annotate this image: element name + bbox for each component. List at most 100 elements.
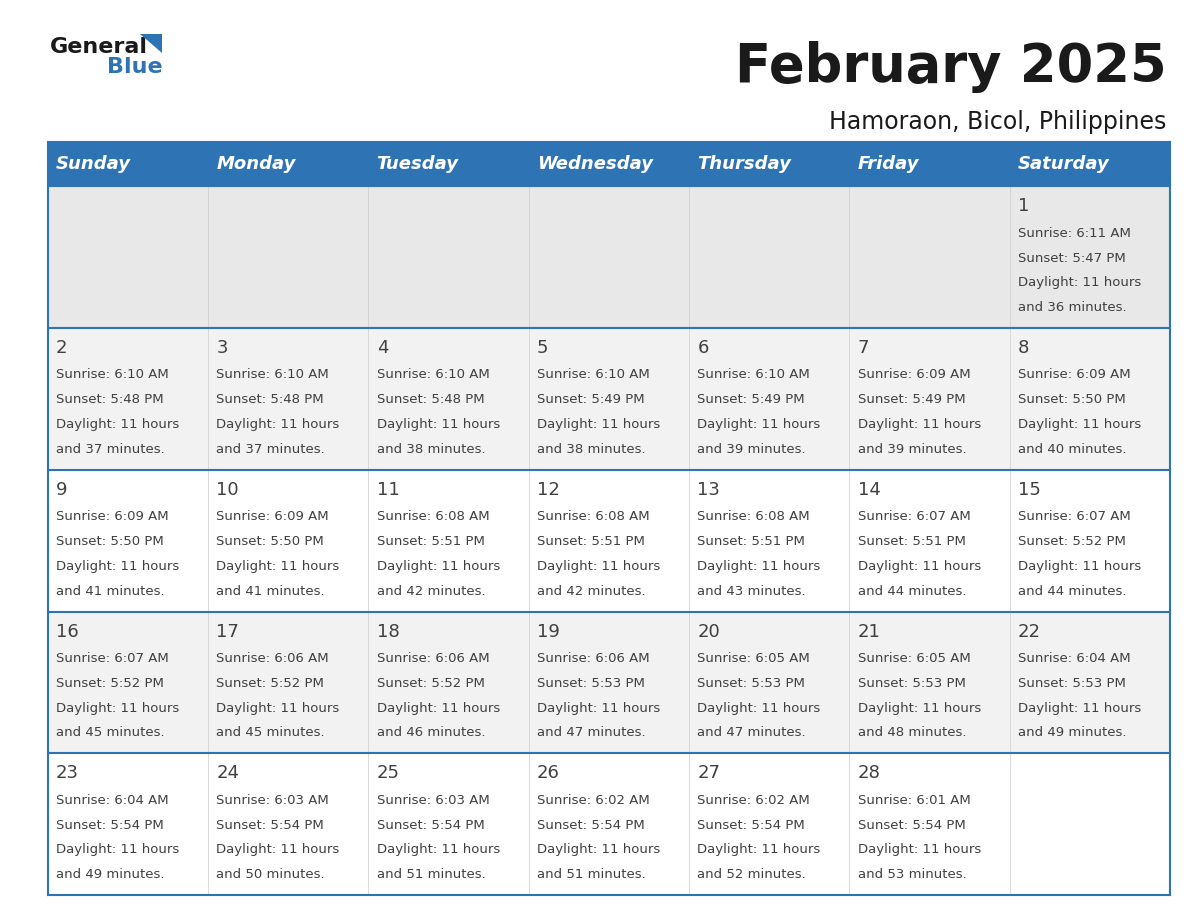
Text: 13: 13 bbox=[697, 481, 720, 498]
Text: and 44 minutes.: and 44 minutes. bbox=[858, 585, 966, 598]
Text: Sunday: Sunday bbox=[56, 155, 131, 174]
Text: February 2025: February 2025 bbox=[735, 41, 1167, 94]
Text: Sunrise: 6:02 AM: Sunrise: 6:02 AM bbox=[697, 794, 810, 807]
Text: Sunset: 5:53 PM: Sunset: 5:53 PM bbox=[697, 677, 805, 689]
Text: Sunrise: 6:03 AM: Sunrise: 6:03 AM bbox=[216, 794, 329, 807]
Text: Sunrise: 6:11 AM: Sunrise: 6:11 AM bbox=[1018, 227, 1131, 240]
Text: 8: 8 bbox=[1018, 339, 1030, 357]
Bar bbox=[48, 754, 208, 895]
Text: Sunset: 5:48 PM: Sunset: 5:48 PM bbox=[377, 393, 485, 407]
Text: Sunrise: 6:01 AM: Sunrise: 6:01 AM bbox=[858, 794, 971, 807]
Text: and 50 minutes.: and 50 minutes. bbox=[216, 868, 324, 881]
Text: and 38 minutes.: and 38 minutes. bbox=[377, 442, 485, 456]
Bar bbox=[48, 186, 208, 328]
Text: Daylight: 11 hours: Daylight: 11 hours bbox=[377, 560, 500, 573]
Bar bbox=[1010, 328, 1170, 470]
Text: Hamoraon, Bicol, Philippines: Hamoraon, Bicol, Philippines bbox=[829, 110, 1167, 134]
Text: 26: 26 bbox=[537, 765, 560, 782]
Text: Daylight: 11 hours: Daylight: 11 hours bbox=[537, 701, 661, 714]
Bar bbox=[849, 611, 1010, 754]
Bar bbox=[849, 470, 1010, 611]
Text: Sunset: 5:51 PM: Sunset: 5:51 PM bbox=[858, 535, 966, 548]
Text: Monday: Monday bbox=[216, 155, 296, 174]
Text: Daylight: 11 hours: Daylight: 11 hours bbox=[1018, 418, 1142, 431]
Text: and 36 minutes.: and 36 minutes. bbox=[1018, 301, 1126, 314]
Text: Daylight: 11 hours: Daylight: 11 hours bbox=[56, 418, 179, 431]
Text: 2: 2 bbox=[56, 339, 68, 357]
Text: Daylight: 11 hours: Daylight: 11 hours bbox=[697, 701, 821, 714]
Text: Daylight: 11 hours: Daylight: 11 hours bbox=[1018, 560, 1142, 573]
Bar bbox=[1010, 754, 1170, 895]
Text: Sunrise: 6:08 AM: Sunrise: 6:08 AM bbox=[697, 510, 810, 523]
Text: Sunset: 5:50 PM: Sunset: 5:50 PM bbox=[1018, 393, 1126, 407]
Bar bbox=[529, 328, 689, 470]
Text: and 49 minutes.: and 49 minutes. bbox=[1018, 726, 1126, 739]
Text: Sunrise: 6:09 AM: Sunrise: 6:09 AM bbox=[216, 510, 329, 523]
Text: 22: 22 bbox=[1018, 622, 1041, 641]
Text: 25: 25 bbox=[377, 765, 399, 782]
Bar bbox=[48, 142, 1170, 186]
Text: Sunset: 5:51 PM: Sunset: 5:51 PM bbox=[697, 535, 805, 548]
Bar bbox=[689, 470, 849, 611]
Text: 16: 16 bbox=[56, 622, 78, 641]
Text: 20: 20 bbox=[697, 622, 720, 641]
Text: 28: 28 bbox=[858, 765, 880, 782]
Text: Daylight: 11 hours: Daylight: 11 hours bbox=[537, 844, 661, 856]
Text: and 42 minutes.: and 42 minutes. bbox=[377, 585, 485, 598]
Text: Sunset: 5:53 PM: Sunset: 5:53 PM bbox=[858, 677, 966, 689]
Text: Daylight: 11 hours: Daylight: 11 hours bbox=[1018, 276, 1142, 289]
Text: Sunrise: 6:07 AM: Sunrise: 6:07 AM bbox=[56, 652, 169, 665]
Text: Sunset: 5:54 PM: Sunset: 5:54 PM bbox=[858, 819, 966, 832]
Text: Friday: Friday bbox=[858, 155, 920, 174]
Text: Sunset: 5:54 PM: Sunset: 5:54 PM bbox=[216, 819, 324, 832]
Text: 23: 23 bbox=[56, 765, 78, 782]
Bar bbox=[208, 754, 368, 895]
Text: Sunrise: 6:10 AM: Sunrise: 6:10 AM bbox=[377, 368, 489, 382]
Text: Sunset: 5:54 PM: Sunset: 5:54 PM bbox=[56, 819, 164, 832]
Text: Sunrise: 6:06 AM: Sunrise: 6:06 AM bbox=[537, 652, 650, 665]
Text: Sunset: 5:52 PM: Sunset: 5:52 PM bbox=[56, 677, 164, 689]
Text: Sunset: 5:49 PM: Sunset: 5:49 PM bbox=[697, 393, 805, 407]
Text: Daylight: 11 hours: Daylight: 11 hours bbox=[216, 844, 340, 856]
Text: Daylight: 11 hours: Daylight: 11 hours bbox=[56, 560, 179, 573]
Text: Daylight: 11 hours: Daylight: 11 hours bbox=[377, 418, 500, 431]
Text: Sunset: 5:52 PM: Sunset: 5:52 PM bbox=[377, 677, 485, 689]
Text: Sunrise: 6:05 AM: Sunrise: 6:05 AM bbox=[858, 652, 971, 665]
Text: and 41 minutes.: and 41 minutes. bbox=[56, 585, 164, 598]
Text: Sunrise: 6:04 AM: Sunrise: 6:04 AM bbox=[56, 794, 169, 807]
Text: and 52 minutes.: and 52 minutes. bbox=[697, 868, 807, 881]
Bar bbox=[368, 470, 529, 611]
Text: Sunset: 5:50 PM: Sunset: 5:50 PM bbox=[216, 535, 324, 548]
Text: and 37 minutes.: and 37 minutes. bbox=[56, 442, 165, 456]
Text: and 47 minutes.: and 47 minutes. bbox=[537, 726, 645, 739]
Text: 21: 21 bbox=[858, 622, 880, 641]
Text: Daylight: 11 hours: Daylight: 11 hours bbox=[377, 844, 500, 856]
Bar bbox=[1010, 186, 1170, 328]
Text: 9: 9 bbox=[56, 481, 68, 498]
Bar bbox=[529, 611, 689, 754]
Bar bbox=[529, 470, 689, 611]
Text: Daylight: 11 hours: Daylight: 11 hours bbox=[216, 560, 340, 573]
Text: 14: 14 bbox=[858, 481, 880, 498]
Text: and 39 minutes.: and 39 minutes. bbox=[858, 442, 966, 456]
Text: Daylight: 11 hours: Daylight: 11 hours bbox=[216, 701, 340, 714]
Bar bbox=[208, 328, 368, 470]
Text: Daylight: 11 hours: Daylight: 11 hours bbox=[858, 418, 981, 431]
Text: General: General bbox=[50, 37, 147, 57]
Text: Sunset: 5:54 PM: Sunset: 5:54 PM bbox=[697, 819, 805, 832]
Bar bbox=[368, 611, 529, 754]
Text: and 51 minutes.: and 51 minutes. bbox=[537, 868, 646, 881]
Text: Sunset: 5:48 PM: Sunset: 5:48 PM bbox=[216, 393, 324, 407]
Text: Sunrise: 6:04 AM: Sunrise: 6:04 AM bbox=[1018, 652, 1131, 665]
Text: and 40 minutes.: and 40 minutes. bbox=[1018, 442, 1126, 456]
Text: 12: 12 bbox=[537, 481, 560, 498]
Text: Daylight: 11 hours: Daylight: 11 hours bbox=[697, 418, 821, 431]
Text: 17: 17 bbox=[216, 622, 239, 641]
Text: and 45 minutes.: and 45 minutes. bbox=[56, 726, 164, 739]
Text: Sunset: 5:54 PM: Sunset: 5:54 PM bbox=[537, 819, 645, 832]
Text: 24: 24 bbox=[216, 765, 239, 782]
Text: and 42 minutes.: and 42 minutes. bbox=[537, 585, 645, 598]
Bar bbox=[368, 186, 529, 328]
Bar bbox=[689, 186, 849, 328]
Bar bbox=[208, 611, 368, 754]
